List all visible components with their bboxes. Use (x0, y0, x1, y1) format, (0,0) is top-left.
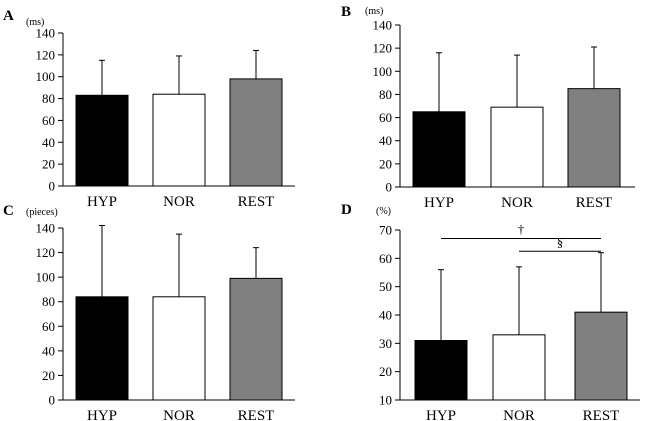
bar-nor (492, 334, 546, 401)
y-tick-label: 60 (42, 113, 55, 128)
x-category-label: REST (238, 194, 275, 210)
bar-hyp (75, 94, 129, 187)
x-category-label: REST (238, 408, 275, 421)
panel-letter: C (3, 203, 14, 219)
y-tick-label: 120 (373, 41, 393, 56)
y-tick-label: 60 (379, 251, 392, 266)
y-axis-unit: (%) (376, 206, 391, 217)
y-tick-label: 40 (42, 135, 55, 150)
panel-a: A (ms) 0 20 40 60 80 100 120 140 HYP NOR REST (3, 8, 295, 210)
panel-letter: B (341, 4, 351, 20)
bar-nor (490, 106, 544, 188)
y-tick-label: 60 (379, 110, 392, 125)
panel-letter: D (341, 202, 352, 218)
y-tick-label: 30 (379, 336, 392, 351)
bar-hyp (414, 340, 468, 401)
x-category-label: HYP (87, 408, 117, 421)
y-tick-label: 120 (36, 47, 56, 62)
panel-letter: A (3, 8, 14, 24)
y-tick-label: 0 (386, 180, 393, 195)
x-category-label: HYP (426, 408, 456, 421)
bar-hyp (75, 296, 129, 401)
y-tick-label: 80 (42, 294, 55, 309)
bar-nor (152, 93, 206, 187)
bar-rest (567, 88, 621, 188)
bar-rest (229, 78, 283, 187)
y-tick-label: 140 (36, 26, 56, 41)
significance-symbol: § (557, 234, 564, 249)
y-tick-label: 120 (36, 245, 56, 260)
y-tick-label: 80 (42, 91, 55, 106)
y-tick-label: 20 (379, 156, 392, 171)
y-axis-unit: (pieces) (26, 207, 58, 218)
y-tick-label: 20 (42, 368, 55, 383)
y-tick-label: 70 (379, 223, 392, 238)
y-axis-unit: (ms) (26, 17, 44, 28)
y-tick-label: 60 (42, 319, 55, 334)
bar-rest (574, 311, 628, 401)
x-category-label: HYP (87, 194, 117, 210)
panel-d: D (%) 10 20 30 40 50 60 70 HYP NOR REST † § (341, 202, 640, 421)
y-tick-label: 50 (379, 279, 392, 294)
x-category-label: NOR (501, 195, 533, 211)
y-tick-label: 20 (42, 157, 55, 172)
y-tick-label: 40 (379, 308, 392, 323)
bar-rest (229, 277, 283, 401)
y-tick-label: 20 (379, 364, 392, 379)
x-category-label: REST (576, 195, 613, 211)
x-category-label: NOR (163, 194, 195, 210)
y-tick-label: 0 (49, 393, 56, 408)
y-tick-label: 10 (379, 393, 392, 408)
y-tick-label: 140 (36, 221, 56, 236)
y-tick-label: 100 (373, 64, 393, 79)
y-tick-label: 100 (36, 270, 56, 285)
bar-nor (152, 296, 206, 401)
bar-hyp (412, 111, 466, 188)
y-tick-label: 0 (49, 179, 56, 194)
y-tick-label: 40 (42, 343, 55, 358)
panel-c: C (pieces) 0 20 40 60 80 100 120 140 HYP NOR REST (3, 203, 295, 421)
panel-b: B (ms) 0 20 40 60 80 100 120 140 HYP NOR REST (341, 4, 635, 211)
y-tick-label: 100 (36, 69, 56, 84)
x-category-label: NOR (503, 408, 535, 421)
y-tick-label: 140 (373, 18, 393, 33)
x-category-label: NOR (163, 408, 195, 421)
x-category-label: HYP (424, 195, 454, 211)
y-tick-label: 80 (379, 87, 392, 102)
x-category-label: REST (583, 408, 620, 421)
y-tick-label: 40 (379, 133, 392, 148)
y-axis-unit: (ms) (365, 6, 383, 17)
significance-symbol: † (518, 222, 525, 237)
